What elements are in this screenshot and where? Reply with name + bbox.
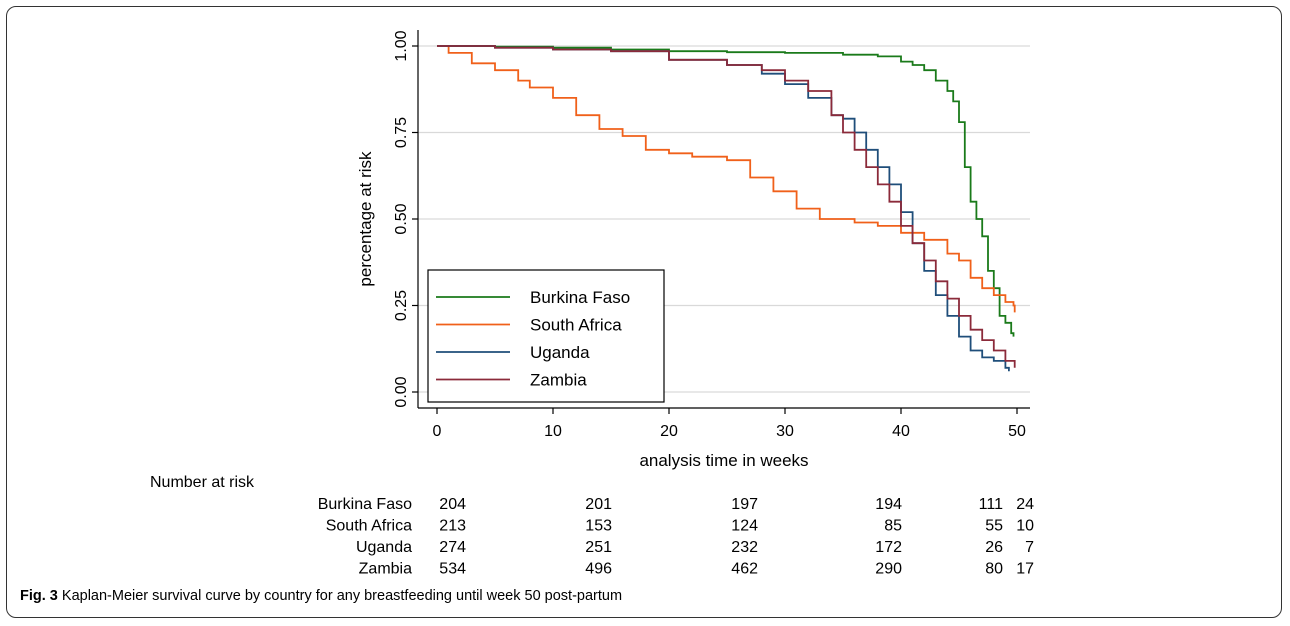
risk-cell: 204: [439, 496, 466, 513]
y-tick-label: 1.00: [393, 30, 410, 61]
risk-cell: 124: [731, 518, 758, 535]
risk-cell: 17: [1016, 561, 1034, 578]
legend-label: South Africa: [530, 316, 622, 335]
risk-cell: 80: [985, 561, 1003, 578]
risk-row-name: Uganda: [356, 539, 412, 556]
caption-label: Fig. 3: [20, 588, 58, 604]
risk-row-name: Zambia: [359, 561, 412, 578]
y-tick-label: 0.00: [393, 376, 410, 407]
y-tick-label: 0.50: [393, 203, 410, 234]
risk-cell: 534: [439, 561, 466, 578]
risk-cell: 172: [875, 539, 902, 556]
risk-row-name: Burkina Faso: [318, 496, 412, 513]
risk-cell: 496: [585, 561, 612, 578]
legend-label: Burkina Faso: [530, 288, 630, 307]
y-tick-label: 0.75: [393, 117, 410, 148]
risk-cell: 26: [985, 539, 1003, 556]
risk-cell: 7: [1025, 539, 1034, 556]
caption-text: Kaplan-Meier survival curve by country f…: [57, 588, 623, 604]
risk-cell: 55: [985, 518, 1003, 535]
y-tick-label: 0.25: [393, 290, 410, 321]
risk-cell: 290: [875, 561, 902, 578]
x-tick-label: 0: [433, 423, 442, 440]
figure-frame: [6, 6, 1282, 618]
risk-cell: 10: [1016, 518, 1034, 535]
risk-table-header: Number at risk: [150, 474, 255, 491]
figure-caption: Fig. 3 Kaplan-Meier survival curve by co…: [20, 588, 622, 604]
risk-cell: 111: [979, 496, 1003, 513]
risk-cell: 85: [884, 518, 902, 535]
risk-cell: 274: [439, 539, 466, 556]
x-tick-label: 40: [892, 423, 910, 440]
risk-cell: 197: [731, 496, 758, 513]
y-axis-label: percentage at risk: [356, 151, 375, 287]
x-tick-label: 30: [776, 423, 794, 440]
x-tick-label: 20: [660, 423, 678, 440]
risk-cell: 213: [439, 518, 466, 535]
risk-cell: 194: [875, 496, 902, 513]
series-line-zambia: [437, 45, 1016, 368]
risk-cell: 24: [1016, 496, 1034, 513]
x-tick-label: 50: [1008, 423, 1026, 440]
risk-cell: 462: [731, 561, 758, 578]
risk-cell: 153: [585, 518, 612, 535]
risk-cell: 232: [731, 539, 758, 556]
risk-row-name: South Africa: [326, 518, 412, 535]
series-line-south-africa: [437, 45, 1016, 313]
series-line-burkina-faso: [437, 45, 1015, 337]
legend-label: Uganda: [530, 343, 590, 362]
x-tick-label: 10: [544, 423, 562, 440]
legend-label: Zambia: [530, 371, 587, 390]
risk-cell: 201: [585, 496, 612, 513]
risk-cell: 251: [585, 539, 612, 556]
x-axis-label: analysis time in weeks: [639, 451, 808, 470]
